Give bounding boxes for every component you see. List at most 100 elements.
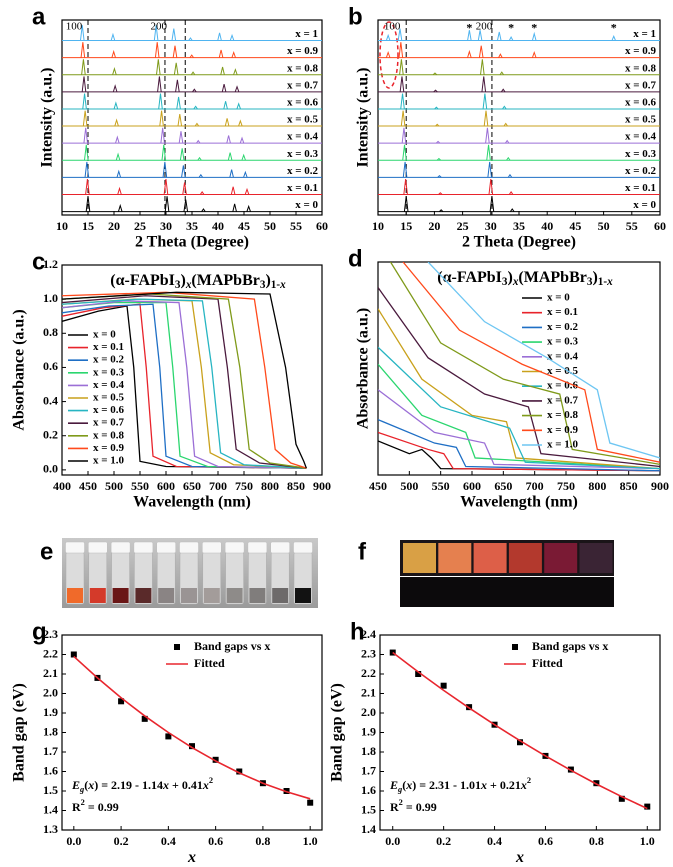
x-tick-label: 700 <box>526 479 544 493</box>
x-tick-label: 600 <box>463 479 481 493</box>
peak <box>488 179 494 195</box>
series-line <box>62 295 307 469</box>
x-tick-label: 0.8 <box>589 834 604 848</box>
annotation: 200 <box>476 21 493 33</box>
series-label: x = 0.7 <box>625 79 657 91</box>
peak <box>531 50 537 58</box>
vial-content <box>272 588 289 603</box>
y-tick-label: 0.2 <box>43 427 58 441</box>
x-tick-label: 20 <box>108 219 120 233</box>
peak <box>183 199 189 212</box>
legend-label: x = 0.6 <box>547 380 579 392</box>
annotation-part: ( <box>84 778 88 792</box>
film <box>403 543 436 573</box>
peak <box>156 59 161 75</box>
peak <box>239 136 245 144</box>
peak <box>403 196 409 212</box>
plot-frame <box>61 19 323 216</box>
peak <box>117 186 122 195</box>
peak <box>241 153 246 161</box>
chart-title-part: 3 <box>260 279 266 291</box>
series-label: x = 0.5 <box>287 114 319 126</box>
marker: * <box>531 20 537 34</box>
chart-title-part: (α-FAPbI <box>110 272 175 289</box>
annotation-part: 2 <box>399 798 403 807</box>
chart-title-part: (MAPbBr <box>191 272 259 289</box>
legend-label: x = 0.4 <box>547 350 579 362</box>
y-tick-label: 1.5 <box>361 802 376 816</box>
annotation: R2 = 0.99 <box>72 798 119 814</box>
peak <box>192 88 197 93</box>
peak <box>500 88 506 93</box>
film <box>544 543 578 573</box>
series-line <box>389 262 660 465</box>
x-tick-label: 650 <box>183 479 201 493</box>
peak <box>439 209 444 212</box>
chart-title-part: 3 <box>175 279 181 291</box>
point <box>517 739 523 746</box>
peak <box>483 110 489 127</box>
x-tick-label: 35 <box>186 219 198 233</box>
peak <box>197 156 202 161</box>
legend-label: x = 0.5 <box>93 392 125 404</box>
y-tick-label: 0.6 <box>43 359 58 373</box>
x-tick-label: 40 <box>212 219 224 233</box>
x-tick-label: 500 <box>400 479 418 493</box>
y-tick-label: 1.2 <box>43 257 58 271</box>
series-label: x = 0.2 <box>287 165 319 177</box>
legend-label: x = 0.7 <box>547 394 579 406</box>
vial-cap <box>293 541 313 554</box>
panel-label: a <box>32 3 46 30</box>
peak <box>79 25 85 41</box>
y-tick-label: 1.4 <box>43 802 58 816</box>
vial-cap <box>179 541 199 554</box>
peak <box>115 152 121 161</box>
marker: * <box>611 20 617 34</box>
peak <box>113 101 119 110</box>
vial-cap <box>270 541 290 554</box>
peak <box>435 123 440 127</box>
point <box>212 756 219 763</box>
x-tick-label: 45 <box>569 219 581 233</box>
panel-label: f <box>358 538 367 565</box>
annotation-part: x <box>405 778 412 792</box>
legend-label: x = 0.9 <box>93 442 125 454</box>
film <box>579 543 613 573</box>
x-tick-label: 40 <box>541 219 553 233</box>
chart-title-part: ) <box>181 272 186 289</box>
peak <box>160 127 165 144</box>
vial-cap <box>156 541 176 554</box>
y-tick-label: 2.0 <box>361 705 376 719</box>
peak <box>496 31 502 41</box>
peak <box>172 45 178 58</box>
x-tick-label: 1.0 <box>303 834 318 848</box>
peak <box>85 179 90 195</box>
series-label: x = 0.7 <box>287 79 319 91</box>
series-label: x = 0.9 <box>625 45 657 57</box>
annotation-part: 2 <box>527 776 531 785</box>
peak <box>159 110 164 127</box>
series-label: x = 0.5 <box>625 114 657 126</box>
peak <box>232 203 237 212</box>
annotation-part: ( <box>402 778 406 792</box>
annotation: Eg(x) = 2.31 - 1.01x + 0.21x2 <box>389 776 531 794</box>
y-tick-label: 0.0 <box>43 462 58 476</box>
peak <box>158 93 163 110</box>
x-tick-label: 0.0 <box>385 834 400 848</box>
point <box>236 768 243 775</box>
point <box>118 698 125 705</box>
x-tick-label: 30 <box>485 219 497 233</box>
y-tick-label: 2.3 <box>361 646 376 660</box>
legend-label: x = 1.0 <box>93 455 125 467</box>
series-label: x = 0 <box>295 199 318 211</box>
chart-title-part: ) <box>508 269 513 286</box>
series-label: x = 0.6 <box>287 96 319 108</box>
annotation-part: = 0.99 <box>403 800 437 814</box>
annotation-part: = 0.99 <box>85 800 119 814</box>
peak <box>85 196 91 212</box>
annotation-part: g <box>397 785 402 794</box>
y-tick-label: 1.9 <box>361 724 376 738</box>
peak <box>499 71 505 76</box>
legend-label: x = 0.9 <box>547 424 579 436</box>
